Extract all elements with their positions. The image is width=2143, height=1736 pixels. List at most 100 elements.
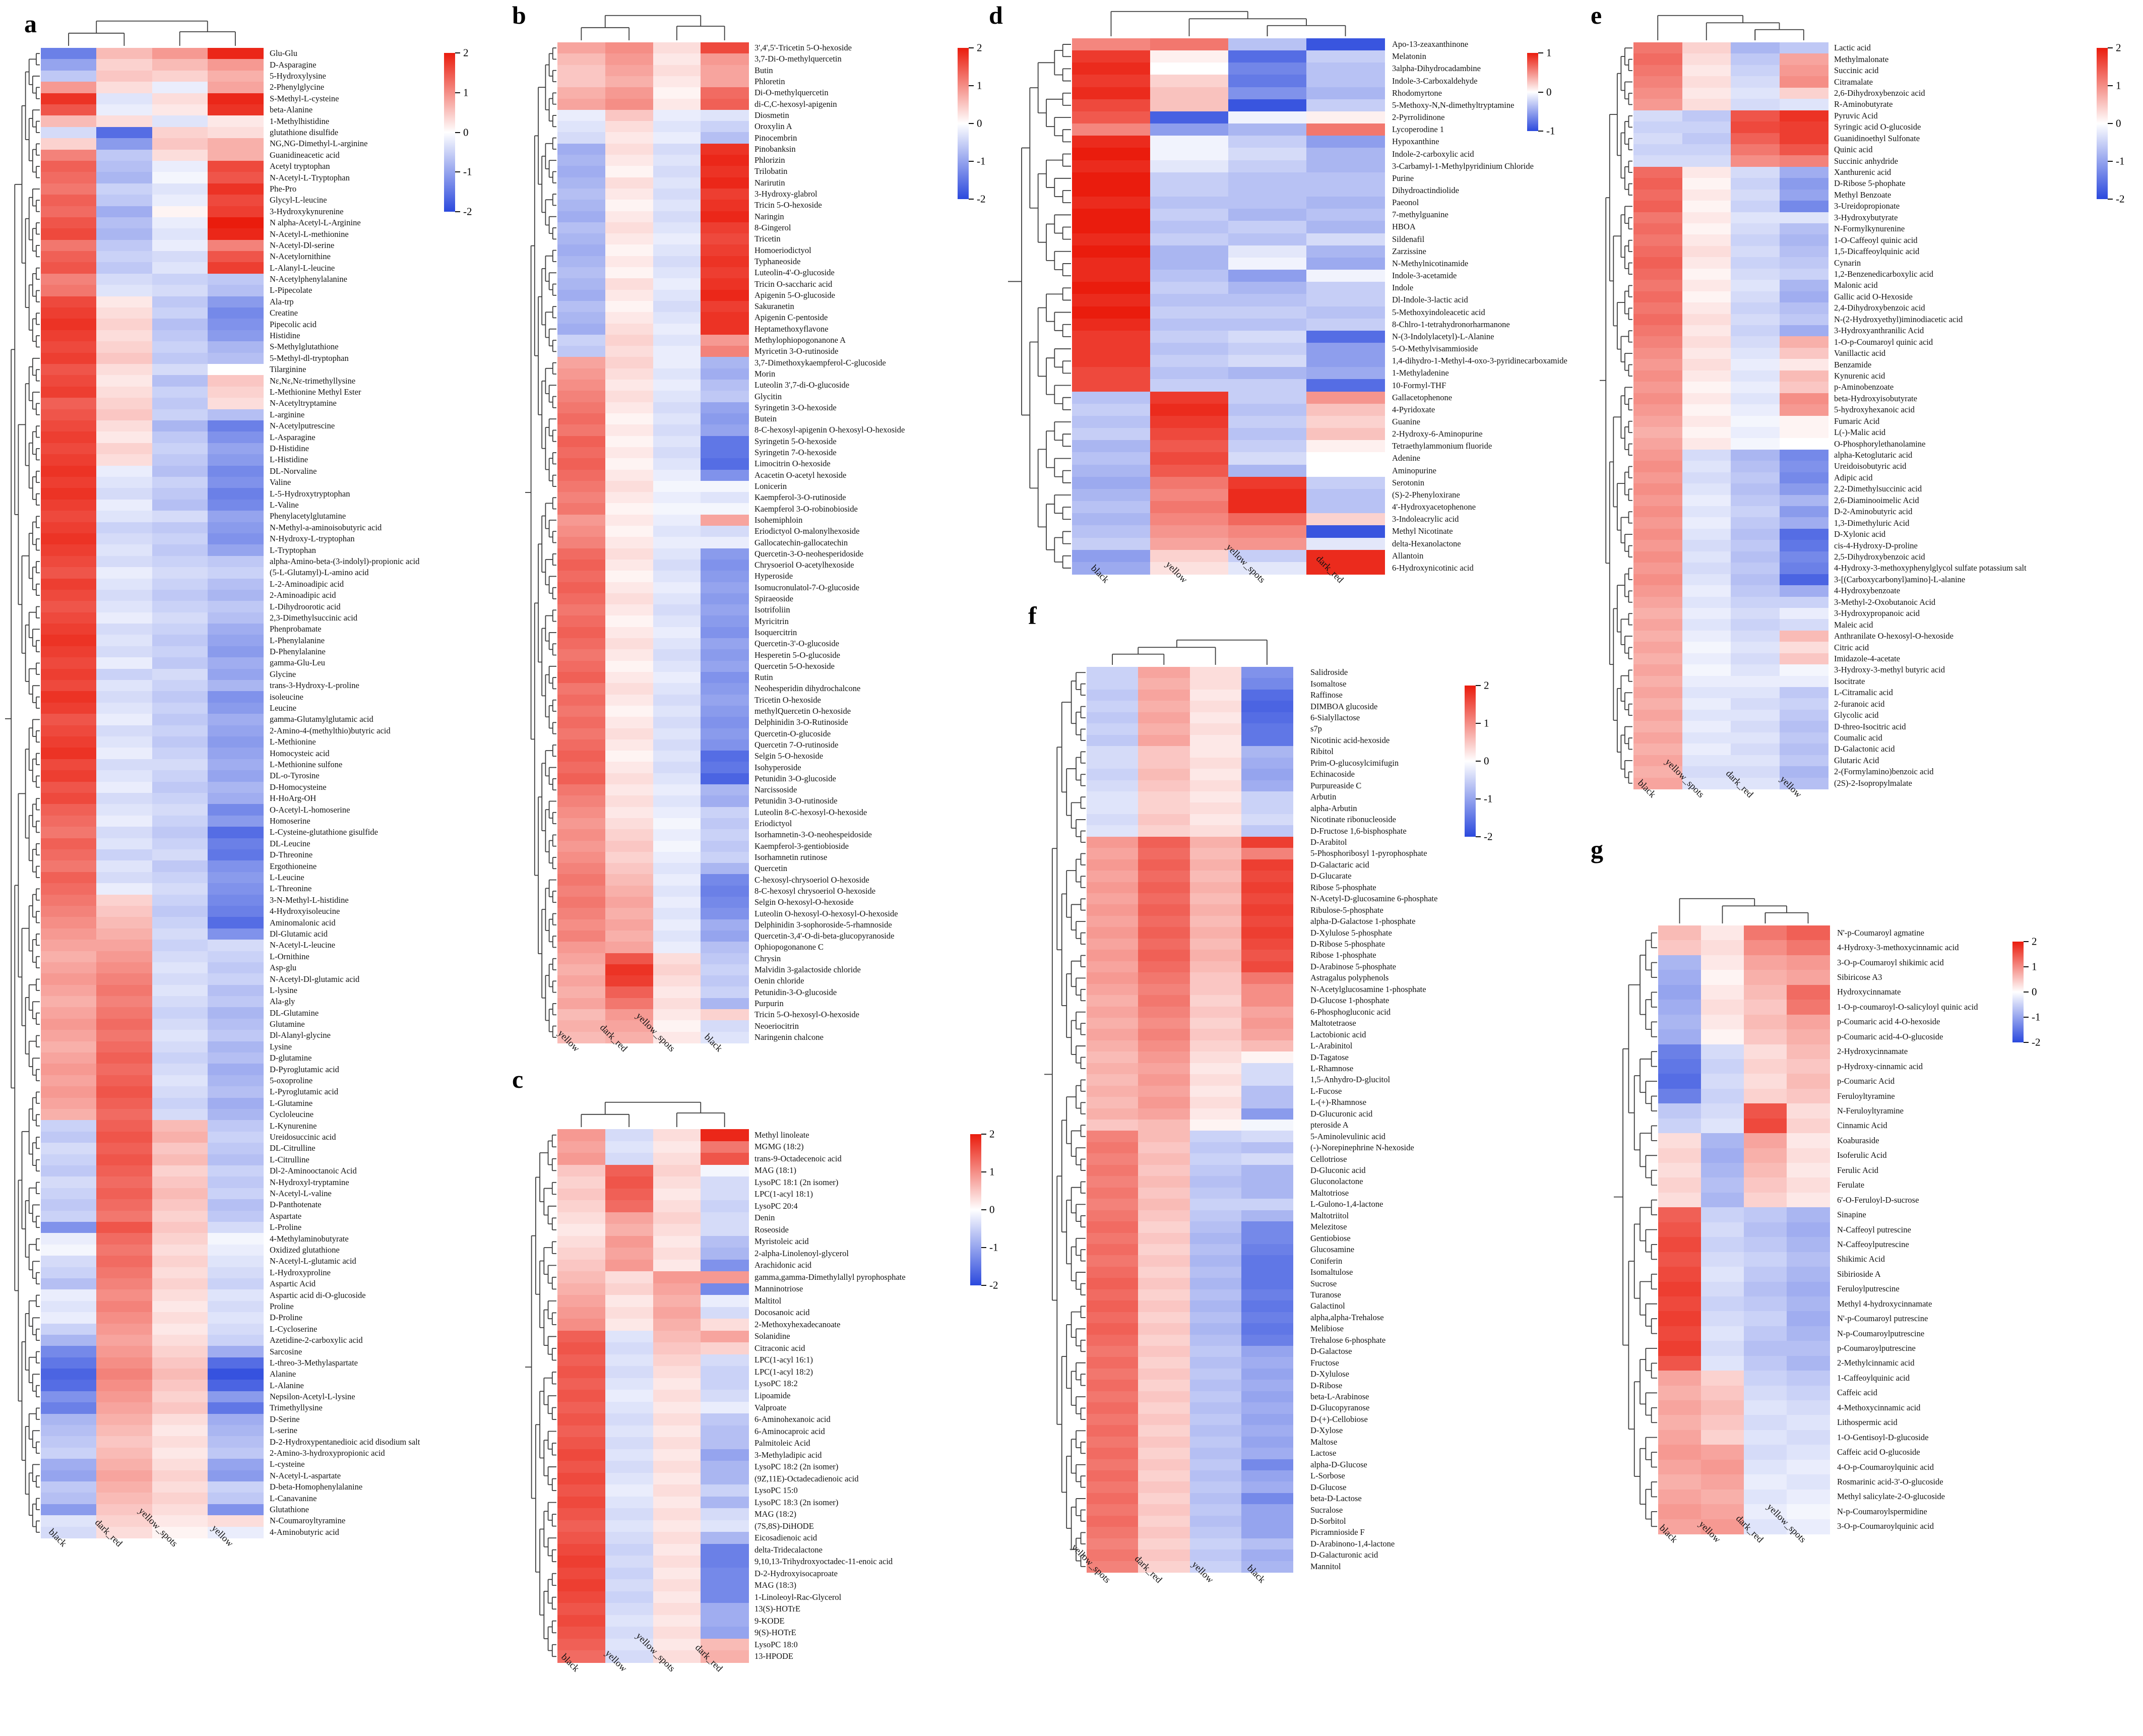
- heatmap-cell: [1189, 1278, 1242, 1290]
- heatmap-cell: [557, 188, 606, 200]
- heatmap-cell: [41, 93, 97, 105]
- row-label: 6-Aminocaproic acid: [754, 1427, 825, 1436]
- row-label: L-5-Hydroxytryptophan: [270, 489, 350, 498]
- heatmap-cell: [1150, 428, 1229, 441]
- row-label: 4-Pyridoxate: [1392, 405, 1435, 414]
- heatmap-cell: [557, 1556, 606, 1568]
- row-label: Sinapine: [1837, 1210, 1866, 1219]
- heatmap-cell: [557, 1390, 606, 1402]
- heatmap-cell: [207, 1470, 264, 1482]
- row-label: Melatonin: [1392, 52, 1426, 61]
- heatmap-cell: [207, 827, 264, 839]
- heatmap-cell: [152, 624, 208, 636]
- heatmap-cell: [1779, 528, 1829, 540]
- heatmap-cell: [605, 233, 654, 245]
- heatmap-cell: [1228, 270, 1307, 282]
- heatmap-cell: [1306, 160, 1385, 173]
- heatmap-cell: [557, 1378, 606, 1390]
- heatmap-cell: [1241, 1074, 1293, 1086]
- heatmap-cell: [1779, 370, 1829, 382]
- heatmap-cell: [96, 522, 153, 534]
- row-label: D-Serine: [270, 1415, 300, 1424]
- heatmap-cell: [1779, 110, 1829, 122]
- heatmap-cell: [1087, 1040, 1139, 1052]
- heatmap-cell: [1682, 110, 1731, 122]
- heatmap-cell: [41, 849, 97, 861]
- heatmap-cell: [557, 492, 606, 504]
- heatmap-cell: [605, 593, 654, 605]
- heatmap-cell: [96, 770, 153, 782]
- heatmap-cell: [653, 87, 701, 99]
- heatmap-cell: [557, 1271, 606, 1284]
- heatmap-cell: [701, 1283, 749, 1295]
- heatmap-cell: [1150, 123, 1229, 136]
- heatmap-cell: [1072, 136, 1151, 149]
- heatmap-cell: [41, 273, 97, 285]
- heatmap-cell: [653, 1449, 701, 1461]
- heatmap-cell: [1189, 814, 1242, 826]
- row-label: Fumaric Acid: [1834, 417, 1879, 425]
- heatmap-cell: [152, 511, 208, 523]
- heatmap-cell: [1228, 488, 1307, 502]
- heatmap-cell: [96, 1526, 153, 1538]
- heatmap-cell: [1241, 1244, 1293, 1256]
- row-label: Typhaneoside: [754, 257, 800, 266]
- heatmap-cell: [1779, 743, 1829, 756]
- heatmap-cell: [701, 1591, 749, 1604]
- heatmap-cell: [1138, 1425, 1190, 1437]
- heatmap-cell: [1138, 972, 1190, 984]
- heatmap-cell: [96, 341, 153, 353]
- heatmap-cell: [1241, 1006, 1293, 1018]
- heatmap-cell: [1228, 245, 1307, 258]
- heatmap-cell: [1701, 1148, 1744, 1163]
- heatmap-cell: [41, 940, 97, 952]
- row-label: Melibiose: [1310, 1325, 1344, 1333]
- heatmap-cell: [1087, 1470, 1139, 1482]
- heatmap-cell: [96, 262, 153, 274]
- heatmap-cell: [41, 1369, 97, 1381]
- heatmap-cell: [1633, 596, 1683, 608]
- heatmap-cell: [1633, 483, 1683, 495]
- heatmap-cell: [1306, 549, 1385, 563]
- heatmap-cell: [701, 694, 749, 706]
- row-label: N-Acetyl-L-leucine: [270, 941, 335, 950]
- heatmap-cell: [605, 1200, 654, 1213]
- heatmap-cell: [1744, 1103, 1787, 1119]
- heatmap-cell: [1087, 1063, 1139, 1075]
- row-label: Pinobanksin: [754, 145, 796, 154]
- row-label: Narcissoside: [754, 785, 797, 794]
- row-label: Roseoside: [754, 1225, 789, 1234]
- heatmap-cell: [207, 1007, 264, 1019]
- heatmap-cell: [41, 499, 97, 511]
- heatmap-cell: [207, 1233, 264, 1245]
- heatmap-cell: [557, 402, 606, 414]
- row-label: Delphinidin 3-O-Rutinoside: [754, 718, 848, 727]
- heatmap-cell: [1701, 1296, 1744, 1312]
- heatmap-cell: [653, 222, 701, 234]
- row-label: 1,5-Anhydro-D-glucitol: [1310, 1076, 1390, 1084]
- heatmap-cell: [207, 1086, 264, 1098]
- heatmap-cell: [605, 42, 654, 54]
- heatmap-cell: [1241, 961, 1293, 973]
- heatmap-cell: [1241, 1538, 1293, 1550]
- row-label: 9(S)-HOTrE: [754, 1628, 796, 1637]
- heatmap-cell: [152, 431, 208, 444]
- row-label: Lipoamide: [754, 1391, 790, 1400]
- heatmap-cell: [1787, 1341, 1830, 1356]
- heatmap-cell: [1138, 1368, 1190, 1380]
- heatmap-cell: [1087, 1561, 1139, 1573]
- heatmap-cell: [557, 368, 606, 380]
- heatmap-cell: [1633, 42, 1683, 54]
- heatmap-cell: [557, 537, 606, 549]
- heatmap-cell: [207, 635, 264, 647]
- heatmap-cell: [1228, 525, 1307, 538]
- heatmap-cell: [96, 725, 153, 737]
- heatmap-cell: [1744, 1474, 1787, 1490]
- heatmap-cell: [605, 885, 654, 897]
- heatmap-cell: [152, 183, 208, 195]
- heatmap-cell: [207, 1334, 264, 1346]
- heatmap-cell: [207, 668, 264, 680]
- heatmap-cell: [1682, 155, 1731, 167]
- heatmap-cell: [1189, 1097, 1242, 1109]
- heatmap-cell: [1779, 483, 1829, 495]
